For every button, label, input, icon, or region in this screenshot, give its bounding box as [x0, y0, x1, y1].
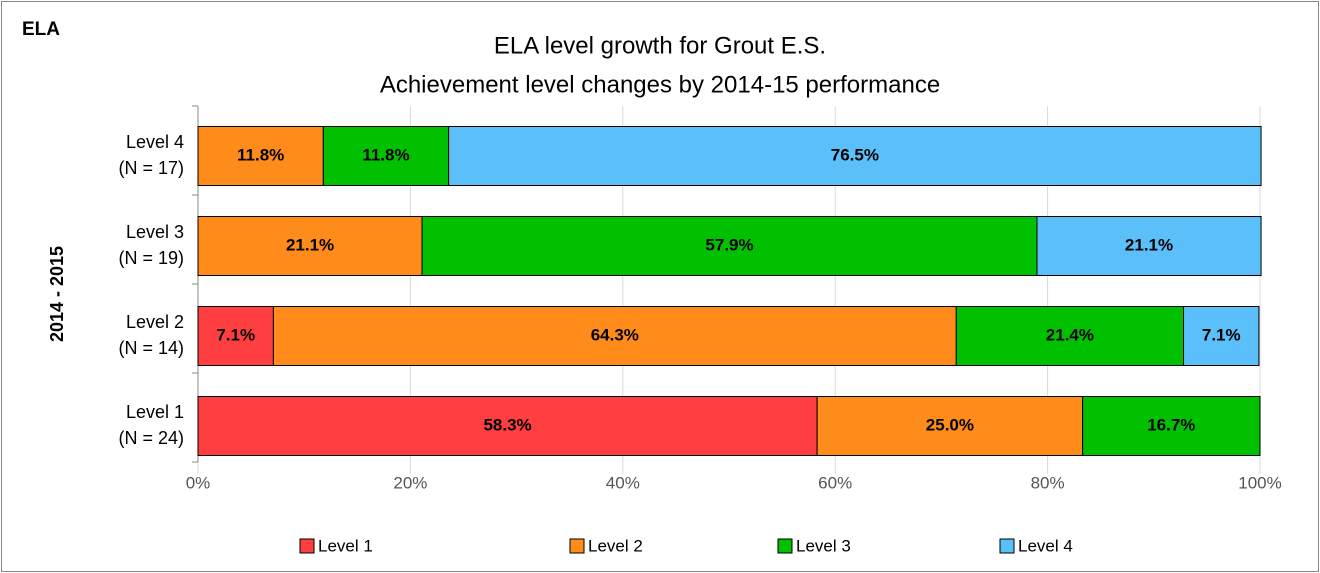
x-tick-label: 40% — [606, 473, 640, 492]
bar-segment — [197, 216, 423, 276]
x-tick-label: 20% — [393, 473, 427, 492]
legend-label: Level 2 — [588, 536, 643, 555]
legend-label: Level 1 — [318, 536, 373, 555]
legend-swatch — [299, 538, 315, 554]
bar-segment — [197, 306, 274, 366]
bar-segment — [272, 306, 957, 366]
bar-segment — [955, 306, 1185, 366]
value-label: 7.1% — [1202, 325, 1241, 344]
x-tick-label: 60% — [818, 473, 852, 492]
value-label: 64.3% — [591, 325, 639, 344]
annotation: ELA — [22, 19, 60, 40]
chart-title: ELA level growth for Grout E.S. — [494, 32, 826, 59]
legend-swatch — [999, 538, 1015, 554]
bar-segment — [1082, 396, 1261, 456]
y-tick-label: (N = 14) — [118, 338, 184, 358]
y-tick-label: Level 4 — [126, 132, 184, 152]
value-label: 25.0% — [926, 415, 974, 434]
bar-segment — [1183, 306, 1260, 366]
chart-subtitle: Achievement level changes by 2014-15 per… — [380, 71, 940, 98]
value-label: 57.9% — [705, 235, 753, 254]
bar-segment — [1036, 216, 1262, 276]
legend-label: Level 4 — [1018, 536, 1073, 555]
bar-segment — [816, 396, 1084, 456]
x-tick-label: 100% — [1238, 473, 1281, 492]
x-tick-label: 0% — [186, 473, 211, 492]
y-tick-label: (N = 17) — [118, 158, 184, 178]
y-tick-label: (N = 24) — [118, 428, 184, 448]
value-label: 7.1% — [216, 325, 255, 344]
y-tick-label: Level 1 — [126, 402, 184, 422]
bar-segment — [197, 396, 818, 456]
bar-segment — [322, 126, 450, 186]
value-label: 11.8% — [362, 145, 409, 164]
value-label: 21.4% — [1046, 325, 1094, 344]
y-tick-label: Level 3 — [126, 222, 184, 242]
legend-label: Level 3 — [796, 536, 851, 555]
bar-segment — [421, 216, 1038, 276]
y-axis-label: 2014 - 2015 — [47, 246, 67, 342]
value-label: 16.7% — [1147, 415, 1195, 434]
legend-swatch — [569, 538, 585, 554]
value-label: 21.1% — [1125, 235, 1173, 254]
y-tick-label: Level 2 — [126, 312, 184, 332]
y-tick-label: (N = 19) — [118, 248, 184, 268]
legend-swatch — [777, 538, 793, 554]
bar-segment — [448, 126, 1262, 186]
bar-segment — [197, 126, 324, 186]
x-tick-label: 80% — [1031, 473, 1065, 492]
value-label: 58.3% — [483, 415, 531, 434]
value-label: 76.5% — [831, 145, 879, 164]
value-label: 11.8% — [237, 145, 284, 164]
value-label: 21.1% — [286, 235, 334, 254]
